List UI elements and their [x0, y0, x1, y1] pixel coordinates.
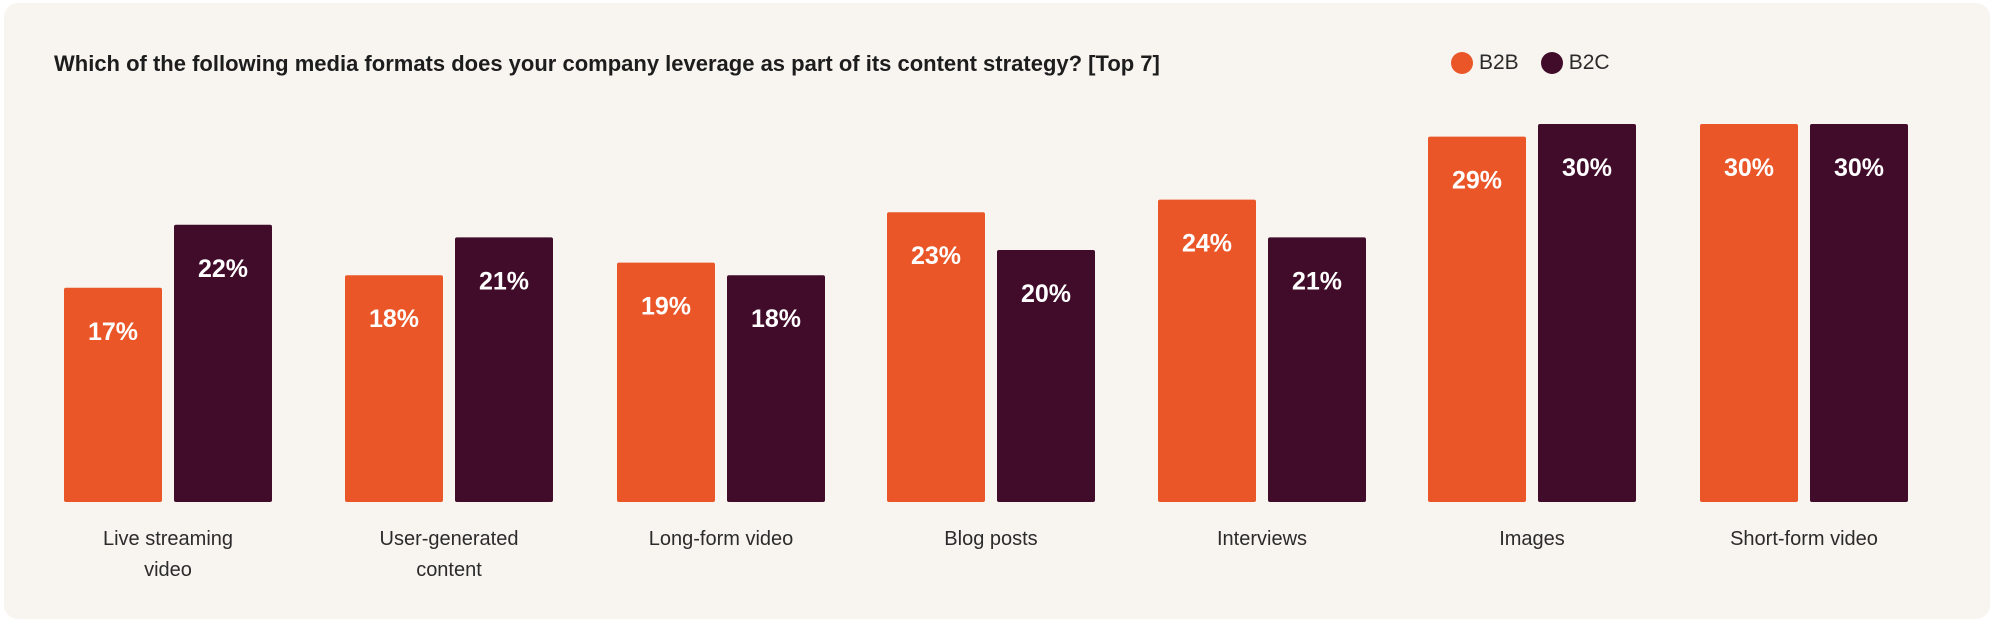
- legend-swatch-b2b: [1451, 52, 1473, 74]
- bar-b2c-4: [1268, 237, 1366, 502]
- legend-item-b2b: B2B: [1451, 51, 1519, 75]
- data-label-b2c-2: 18%: [751, 305, 801, 333]
- bar-b2c-5: [1538, 124, 1636, 502]
- data-label-b2b-6: 30%: [1724, 154, 1774, 182]
- data-label-b2b-1: 18%: [369, 305, 419, 333]
- data-label-b2b-4: 24%: [1182, 230, 1232, 258]
- bar-b2b-2: [617, 262, 715, 502]
- legend-item-b2c: B2C: [1540, 51, 1610, 75]
- data-label-b2c-1: 21%: [479, 267, 529, 295]
- bar-b2c-0: [174, 224, 272, 503]
- bar-b2b-4: [1158, 199, 1256, 502]
- legend-label-b2b: B2B: [1479, 51, 1519, 74]
- bar-b2b-3: [887, 212, 985, 502]
- category-label: content: [416, 559, 482, 581]
- legend-label-b2c: B2C: [1568, 51, 1610, 74]
- data-label-b2b-2: 19%: [641, 293, 691, 321]
- data-label-b2b-3: 23%: [911, 242, 961, 270]
- data-label-b2c-6: 30%: [1834, 154, 1884, 182]
- data-label-b2c-5: 30%: [1562, 154, 1612, 182]
- category-label: Long-form video: [649, 528, 794, 550]
- bar-b2c-3: [997, 250, 1095, 502]
- category-label: video: [144, 559, 192, 581]
- category-label: Live streaming: [103, 528, 233, 550]
- data-label-b2b-5: 29%: [1452, 167, 1502, 195]
- bar-b2c-6: [1810, 124, 1908, 502]
- category-label: User-generated: [380, 528, 519, 550]
- category-label: Interviews: [1217, 528, 1307, 550]
- bar-b2c-1: [455, 237, 553, 502]
- data-label-b2b-0: 17%: [88, 318, 138, 346]
- chart-title: Which of the following media formats doe…: [54, 51, 1160, 76]
- category-label: Blog posts: [944, 528, 1037, 550]
- bar-b2b-0: [64, 287, 162, 502]
- bar-b2b-1: [345, 275, 443, 502]
- data-label-b2c-4: 21%: [1292, 267, 1342, 295]
- legend-swatch-b2c: [1540, 52, 1563, 74]
- legend: B2B B2C: [1451, 51, 1632, 75]
- data-label-b2c-3: 20%: [1021, 280, 1071, 308]
- data-label-b2c-0: 22%: [198, 255, 248, 283]
- category-label: Images: [1499, 528, 1565, 550]
- bar-b2b-5: [1428, 136, 1526, 502]
- bar-b2b-6: [1700, 124, 1798, 502]
- bar-b2c-2: [727, 275, 825, 502]
- category-label: Short-form video: [1730, 528, 1878, 550]
